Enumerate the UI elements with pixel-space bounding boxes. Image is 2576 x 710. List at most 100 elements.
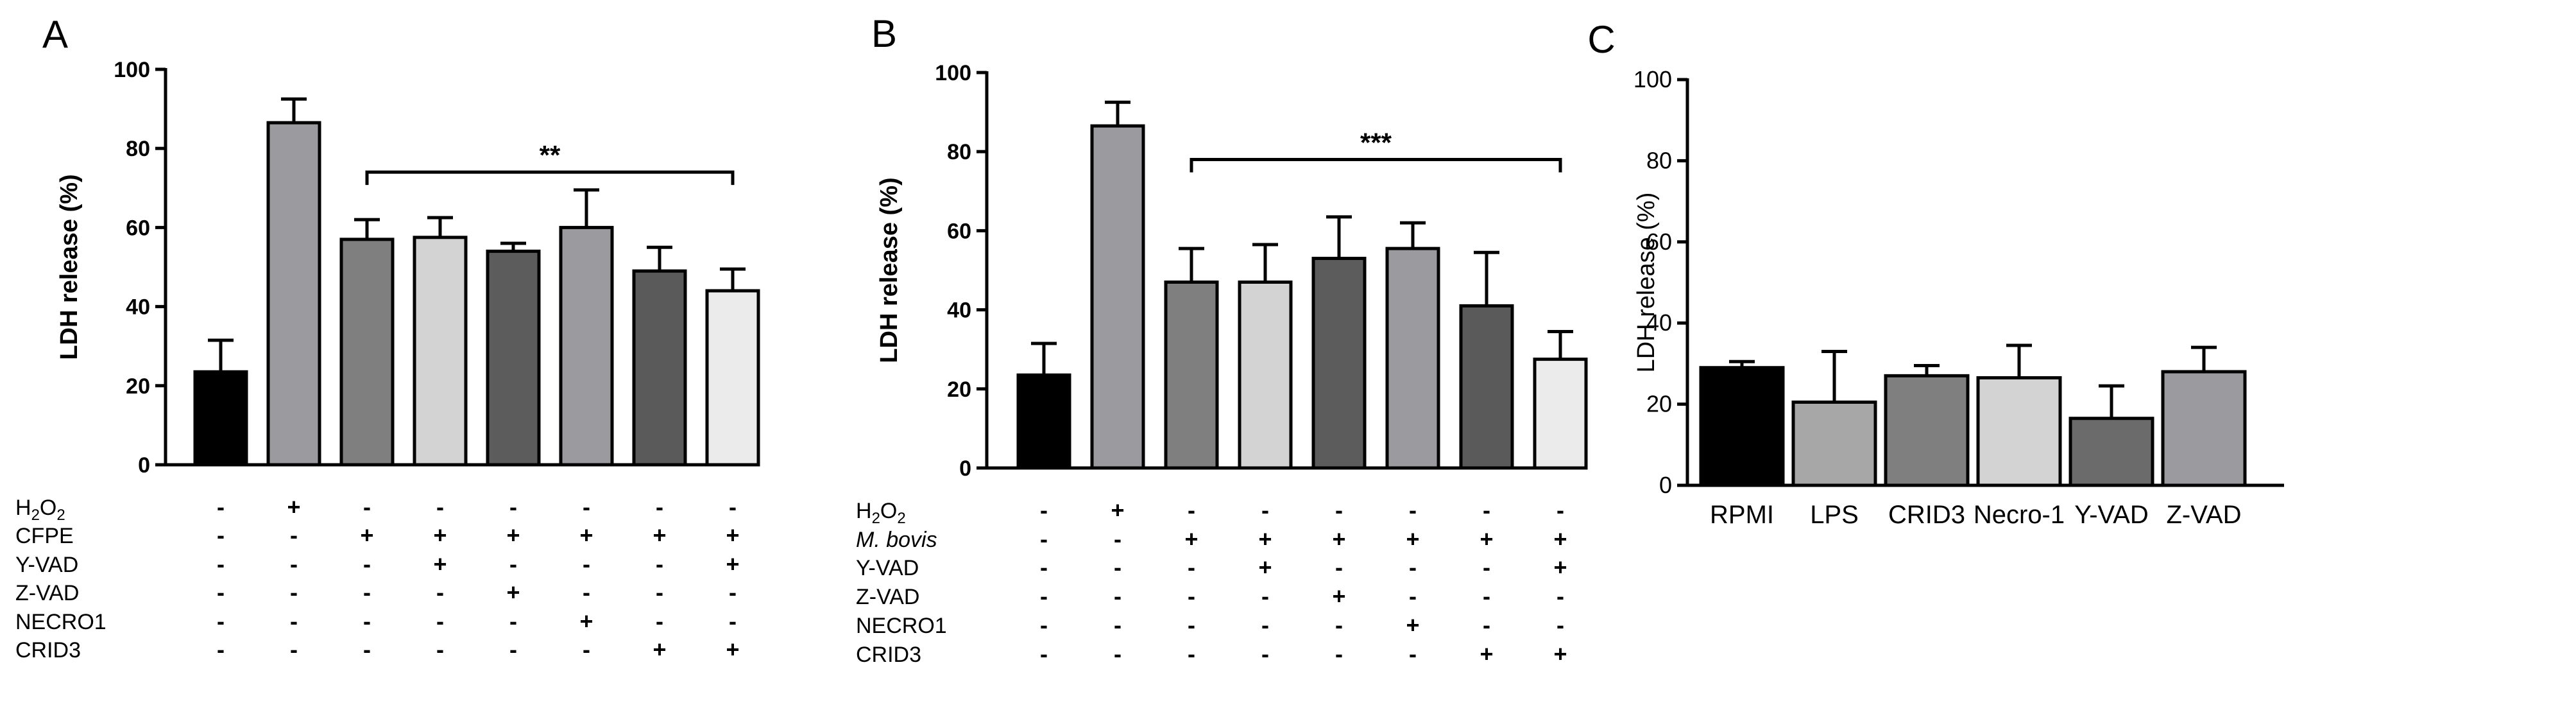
treatment-sign: -	[290, 522, 298, 548]
treatment-sign: +	[1111, 497, 1124, 523]
treatment-sign: -	[509, 494, 517, 520]
treatment-sign: -	[217, 579, 225, 605]
bar	[1791, 400, 1877, 487]
treatment-sign: -	[1040, 497, 1048, 523]
treatment-sign: -	[217, 551, 225, 577]
treatment-sign: -	[1483, 612, 1490, 638]
y-tick-label: 60	[947, 219, 971, 243]
treatment-sign: +	[433, 551, 447, 577]
treatment-sign: +	[726, 551, 739, 577]
treatment-sign: -	[1483, 497, 1490, 523]
bar	[1385, 247, 1440, 470]
panel-letter: B	[871, 12, 897, 55]
panel-c: C LDH release (%) 0 20 40 60 80 100 RPMI LPS CRID3…	[1587, 18, 2284, 529]
y-tick-label: 100	[935, 61, 971, 85]
bar	[339, 238, 395, 467]
y-tick-label: 20	[947, 377, 971, 402]
bar	[193, 370, 248, 467]
treatment-sign: -	[1114, 554, 1122, 580]
treatment-sign: -	[1335, 641, 1343, 667]
treatment-sign: -	[1040, 526, 1048, 552]
treatment-sign: -	[436, 608, 444, 634]
significance-label: ***	[1360, 128, 1392, 158]
treatment-sign: -	[583, 579, 590, 605]
x-category-label: CRID3	[1888, 501, 1965, 529]
treatment-sign: +	[653, 522, 666, 548]
subscript: 2	[31, 507, 40, 524]
treatment-sign: -	[583, 494, 590, 520]
treatment-sign: -	[1040, 554, 1048, 580]
treatment-sign: -	[1409, 554, 1417, 580]
y-tick-label: 0	[138, 453, 150, 478]
x-category-label: RPMI	[1710, 501, 1774, 529]
treatment-sign: -	[290, 551, 298, 577]
treatment-sign: +	[433, 522, 447, 548]
y-axis-title: LDH release (%)	[876, 177, 903, 363]
treatment-sign: -	[1040, 641, 1048, 667]
treatment-sign: +	[1258, 526, 1272, 552]
panel-letter: A	[42, 13, 68, 56]
treatment-sign: -	[1409, 641, 1417, 667]
y-tick-label: 20	[1646, 391, 1672, 417]
treatment-sign: -	[1188, 641, 1195, 667]
treatment-sign: -	[1261, 612, 1269, 638]
treatment-sign: -	[1188, 612, 1195, 638]
treatment-sign: +	[1258, 554, 1272, 580]
bar	[1016, 373, 1071, 470]
treatment-sign: -	[436, 579, 444, 605]
y-axis-title: LDH release (%)	[56, 174, 83, 359]
x-category-label: Y-VAD	[2074, 501, 2149, 529]
treatment-sign: -	[509, 608, 517, 634]
treatment-sign: -	[509, 551, 517, 577]
treatment-sign: +	[1553, 526, 1567, 552]
panel-letter: C	[1587, 18, 1615, 61]
bar	[705, 289, 760, 467]
x-category-label: Necro-1	[1974, 501, 2065, 529]
y-tick-label: 0	[959, 456, 971, 481]
significance-bracket	[1190, 158, 1562, 173]
treatment-sign: +	[1553, 554, 1567, 580]
treatment-sign: -	[1114, 641, 1122, 667]
treatment-sign: -	[1483, 554, 1490, 580]
treatment-label: Y-VAD	[856, 556, 919, 580]
treatment-sign: +	[506, 522, 520, 548]
label-part: O	[880, 499, 897, 523]
y-axis-title: LDH release (%)	[1633, 193, 1660, 373]
label-part: O	[40, 496, 56, 520]
treatment-sign: -	[436, 636, 444, 662]
treatment-label: M. bovis	[856, 528, 937, 552]
bar	[266, 121, 321, 467]
bar	[2068, 417, 2154, 487]
treatment-sign: +	[1406, 526, 1419, 552]
treatment-sign: -	[1040, 612, 1048, 638]
subscript: 2	[56, 507, 65, 524]
treatment-sign: -	[656, 494, 663, 520]
treatment-sign: -	[363, 551, 371, 577]
treatment-label: H2O2	[856, 499, 906, 527]
treatment-sign: -	[1188, 583, 1195, 609]
bar	[559, 225, 614, 467]
bar	[1884, 374, 1970, 487]
treatment-sign: -	[217, 636, 225, 662]
bar	[486, 249, 541, 467]
treatment-sign: +	[1184, 526, 1198, 552]
treatment-label: Z-VAD	[856, 585, 919, 609]
bar	[1976, 376, 2062, 487]
treatment-sign: +	[506, 579, 520, 605]
treatment-sign: -	[1188, 554, 1195, 580]
treatment-label: NECRO1	[856, 614, 947, 638]
label-part: H	[856, 499, 872, 523]
y-tick-label: 100	[1633, 66, 1672, 92]
treatment-sign: -	[436, 494, 444, 520]
bar	[1164, 280, 1219, 470]
treatment-sign: -	[363, 494, 371, 520]
significance-bracket	[365, 170, 735, 186]
bar	[1238, 280, 1293, 470]
y-tick-label: 40	[947, 299, 971, 323]
treatment-sign: -	[1114, 526, 1122, 552]
treatment-sign: +	[726, 522, 739, 548]
bar	[1090, 124, 1145, 470]
treatment-label: Y-VAD	[15, 553, 78, 577]
